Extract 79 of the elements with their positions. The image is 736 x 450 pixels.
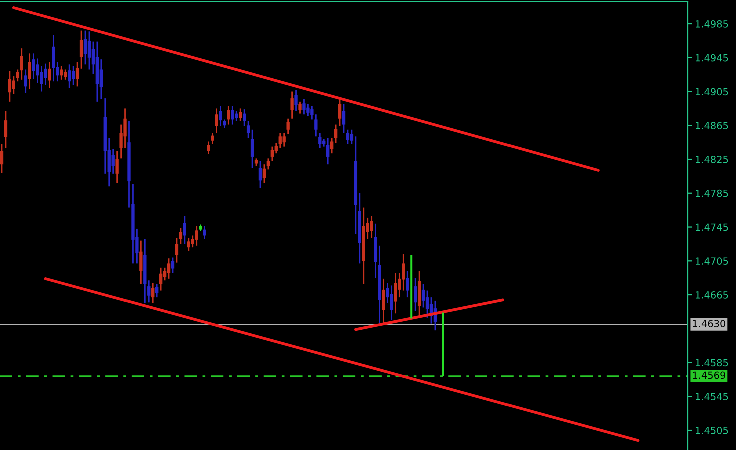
candlestick	[183, 216, 187, 245]
candlestick	[0, 144, 4, 174]
candlestick	[282, 132, 286, 148]
candlestick	[414, 277, 418, 312]
candlestick	[330, 138, 334, 154]
candlestick	[4, 110, 8, 150]
y-tick-label: 1.4825	[696, 156, 728, 164]
candlestick	[155, 283, 159, 298]
candlestick	[286, 118, 290, 135]
candlestick	[64, 69, 68, 81]
candlestick	[258, 160, 262, 190]
y-tick-label: 1.4985	[696, 20, 728, 28]
candlestick	[159, 267, 163, 292]
candlestick	[32, 52, 36, 80]
candlestick	[294, 89, 298, 112]
candlestick	[306, 104, 310, 118]
candlestick	[394, 272, 398, 314]
candlestick	[187, 238, 190, 252]
candlestick	[290, 91, 294, 120]
candlestick	[179, 227, 183, 245]
candlestick	[250, 129, 254, 169]
y-tick-label: 1.4945	[696, 54, 728, 62]
candlestick	[167, 258, 171, 280]
candlestick	[390, 285, 394, 322]
candlestick	[278, 132, 282, 150]
candlestick	[334, 124, 338, 144]
candlestick	[342, 104, 346, 134]
candlestick	[24, 69, 28, 94]
candlestick	[20, 48, 24, 81]
candlestick	[318, 132, 322, 150]
y-tick-label: 1.4585	[696, 359, 728, 367]
y-tick-label: 1.4905	[696, 88, 728, 96]
candlestick	[8, 70, 12, 103]
candlestick	[219, 105, 222, 128]
candlestick	[314, 114, 318, 138]
candlestick	[152, 282, 155, 304]
candlestick	[80, 30, 84, 70]
candlestick	[88, 30, 92, 70]
candlestick	[211, 132, 214, 145]
candlestick	[112, 148, 115, 175]
candlestick	[207, 141, 210, 156]
candlestick	[140, 240, 143, 285]
candlestick	[426, 290, 430, 319]
candlestick	[28, 52, 32, 90]
candlestick	[215, 108, 218, 134]
candlestick	[346, 129, 350, 145]
candlestick	[76, 61, 80, 88]
y-tick-label: 1.4745	[696, 224, 728, 232]
candlestick	[68, 64, 72, 90]
candlestick	[100, 58, 103, 100]
candlestick	[239, 108, 242, 122]
candlestick	[203, 226, 206, 240]
candlestick	[84, 30, 88, 66]
candlestick	[171, 257, 175, 274]
candlestick	[231, 105, 234, 126]
candlestick	[302, 98, 306, 116]
ref-line-label: 1.4569	[693, 372, 726, 380]
candlestick	[72, 66, 76, 86]
y-tick-label: 1.4505	[696, 427, 728, 434]
ref-line-label: 1.4630	[693, 320, 726, 328]
candlestick	[370, 216, 374, 239]
candlestick	[175, 238, 179, 264]
y-tick-label: 1.4665	[696, 292, 728, 299]
candlestick	[48, 61, 52, 90]
y-tick-label: 1.4705	[696, 258, 728, 265]
candlestick	[326, 138, 330, 166]
y-tick-label: 1.4865	[696, 122, 728, 130]
candlestick	[270, 146, 274, 162]
y-tick-label: 1.4785	[696, 190, 728, 198]
candlestick	[382, 278, 386, 325]
candlestick	[422, 283, 426, 308]
candlestick	[298, 101, 302, 114]
candlestick	[52, 34, 56, 82]
candlestick	[227, 105, 230, 126]
y-tick-label: 1.4545	[696, 393, 728, 400]
candlestick	[406, 270, 410, 298]
candlestick	[338, 98, 342, 128]
candlestick	[116, 150, 119, 184]
candlestick	[195, 226, 198, 247]
